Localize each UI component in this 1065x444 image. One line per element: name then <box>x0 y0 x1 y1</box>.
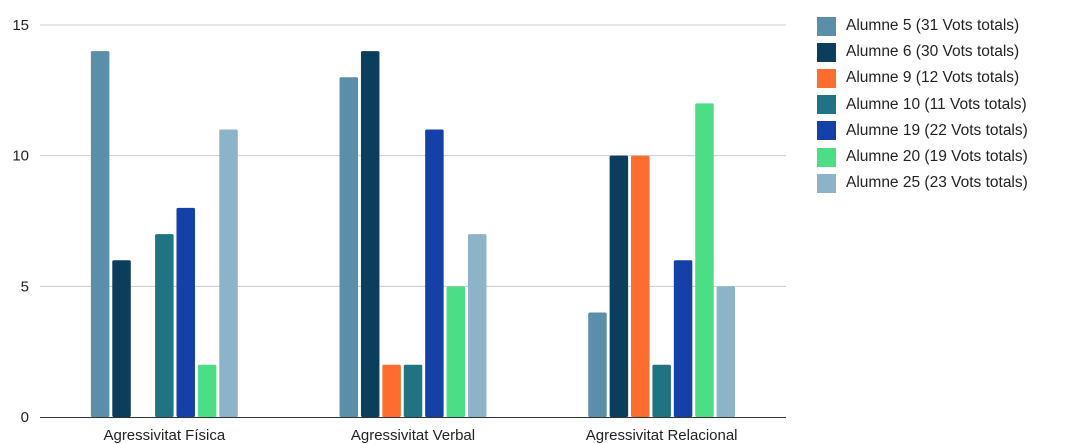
bar <box>673 260 693 417</box>
legend-swatch <box>817 173 836 193</box>
legend-item: Alumne 5 (31 Vots totals) <box>817 13 1065 39</box>
bars <box>90 51 736 418</box>
bar <box>695 103 714 418</box>
legend-swatch <box>817 16 836 36</box>
gridlines <box>40 24 786 287</box>
bar <box>197 364 217 417</box>
bar <box>467 234 487 417</box>
x-tick-label: Agressivitat Verbal <box>351 427 475 444</box>
bar <box>631 155 650 417</box>
y-tick-label: 5 <box>21 278 29 295</box>
bar <box>219 129 238 418</box>
bar <box>339 77 359 418</box>
legend-label: Alumne 6 (30 Vots totals) <box>846 43 1020 61</box>
x-tick-label: Agressivitat Relacional <box>586 427 738 444</box>
y-tick-label: 0 <box>21 409 29 426</box>
legend-label: Alumne 20 (19 Vots totals) <box>846 148 1028 166</box>
bar <box>382 364 401 417</box>
y-tick-label: 10 <box>12 148 29 165</box>
bar <box>446 286 466 417</box>
bar <box>176 207 195 417</box>
bar <box>403 364 423 417</box>
bar <box>112 260 131 417</box>
legend-item: Alumne 10 (11 Vots totals) <box>817 92 1065 118</box>
x-tick-label: Agressivitat Física <box>103 427 225 444</box>
bar <box>155 234 174 417</box>
legend-label: Alumne 10 (11 Vots totals) <box>846 95 1027 113</box>
bar <box>360 51 380 418</box>
legend-swatch <box>817 95 836 115</box>
legend-label: Alumne 5 (31 Vots totals) <box>846 17 1020 35</box>
legend-label: Alumne 9 (12 Vots totals) <box>846 69 1020 87</box>
legend-item: Alumne 19 (22 Vots totals) <box>817 118 1065 144</box>
legend: Alumne 5 (31 Vots totals) Alumne 6 (30 Vo… <box>817 13 1065 196</box>
bar <box>716 286 736 417</box>
legend-item: Alumne 6 (30 Vots totals) <box>817 39 1065 65</box>
legend-swatch <box>817 68 836 88</box>
x-axis-ticks: Agressivitat Física Agressivitat Verbal Ag… <box>103 427 737 444</box>
legend-swatch <box>817 121 836 141</box>
legend-label: Alumne 25 (23 Vots totals) <box>846 174 1028 192</box>
y-axis-ticks: 0 5 10 15 <box>12 17 29 426</box>
bar <box>425 129 444 418</box>
legend-label: Alumne 19 (22 Vots totals) <box>846 121 1028 139</box>
legend-swatch <box>817 147 836 167</box>
legend-item: Alumne 20 (19 Vots totals) <box>817 144 1065 170</box>
y-tick-label: 15 <box>12 17 29 34</box>
bar <box>588 312 607 417</box>
legend-item: Alumne 9 (12 Vots totals) <box>817 65 1065 91</box>
bar <box>609 155 629 417</box>
bar <box>90 51 110 418</box>
legend-swatch <box>817 42 836 62</box>
chart: 0 5 10 15 Agressivitat Física Agressivitat V… <box>12 17 786 444</box>
bar <box>652 364 671 417</box>
legend-item: Alumne 25 (23 Vots totals) <box>817 170 1065 196</box>
